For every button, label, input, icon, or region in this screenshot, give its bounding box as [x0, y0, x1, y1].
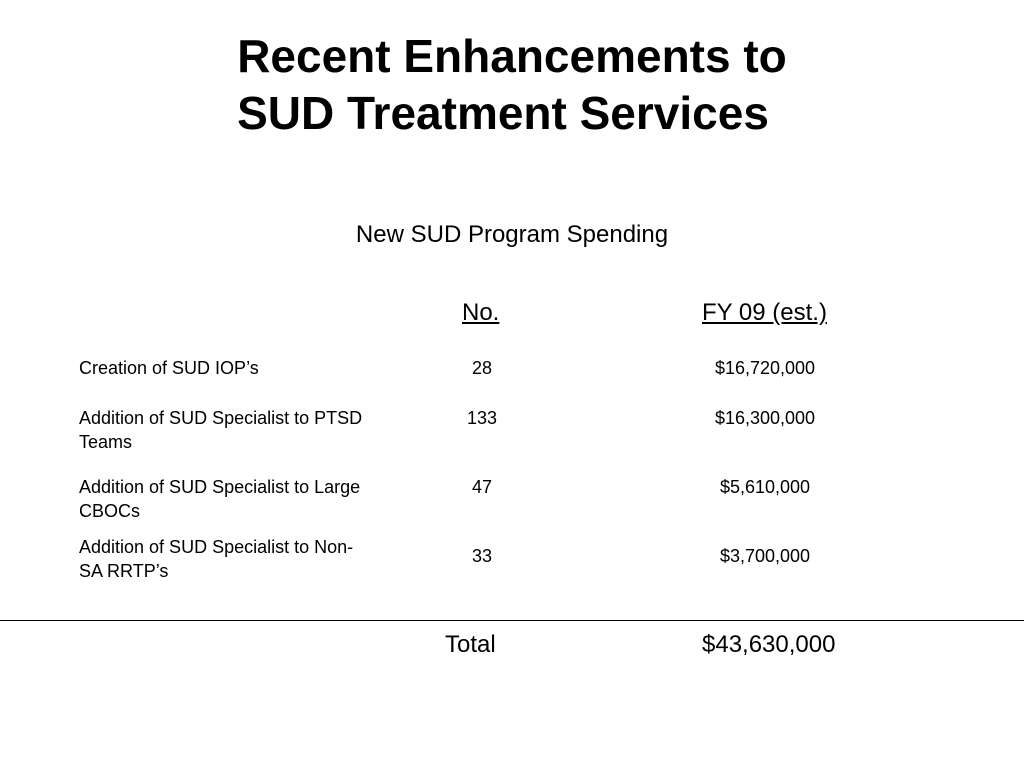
- table-row-label: Addition of SUD Specialist to Non-SA RRT…: [79, 537, 354, 581]
- table-row-amount: $16,300,000: [714, 408, 816, 428]
- total-divider: [0, 620, 1024, 621]
- table-caption: New SUD Program Spending: [355, 221, 669, 248]
- table-row-count: 28: [471, 358, 493, 378]
- table-row-count: 47: [471, 477, 493, 497]
- total-amount: $43,630,000: [702, 631, 836, 658]
- total-label: Total: [445, 631, 496, 658]
- table-row-label: Addition of SUD Specialist to Large CBOC…: [79, 477, 361, 521]
- column-header-count: No.: [462, 299, 500, 326]
- table-row-count: 33: [471, 546, 493, 566]
- table-row-label: Creation of SUD IOP’s: [79, 358, 259, 378]
- table-row-amount: $5,610,000: [719, 477, 811, 497]
- table-row-label: Addition of SUD Specialist to PTSD Teams: [79, 408, 363, 452]
- table-row-amount: $16,720,000: [714, 358, 816, 378]
- slide-title: Recent Enhancements to SUD Treatment Ser…: [0, 28, 1024, 142]
- slide-title-line-1: Recent Enhancements to: [237, 30, 787, 82]
- table-row-amount: $3,700,000: [719, 546, 811, 566]
- table-row-count: 133: [466, 408, 498, 428]
- slide-title-line-2: SUD Treatment Services: [237, 87, 769, 139]
- column-header-amount: FY 09 (est.): [702, 299, 827, 326]
